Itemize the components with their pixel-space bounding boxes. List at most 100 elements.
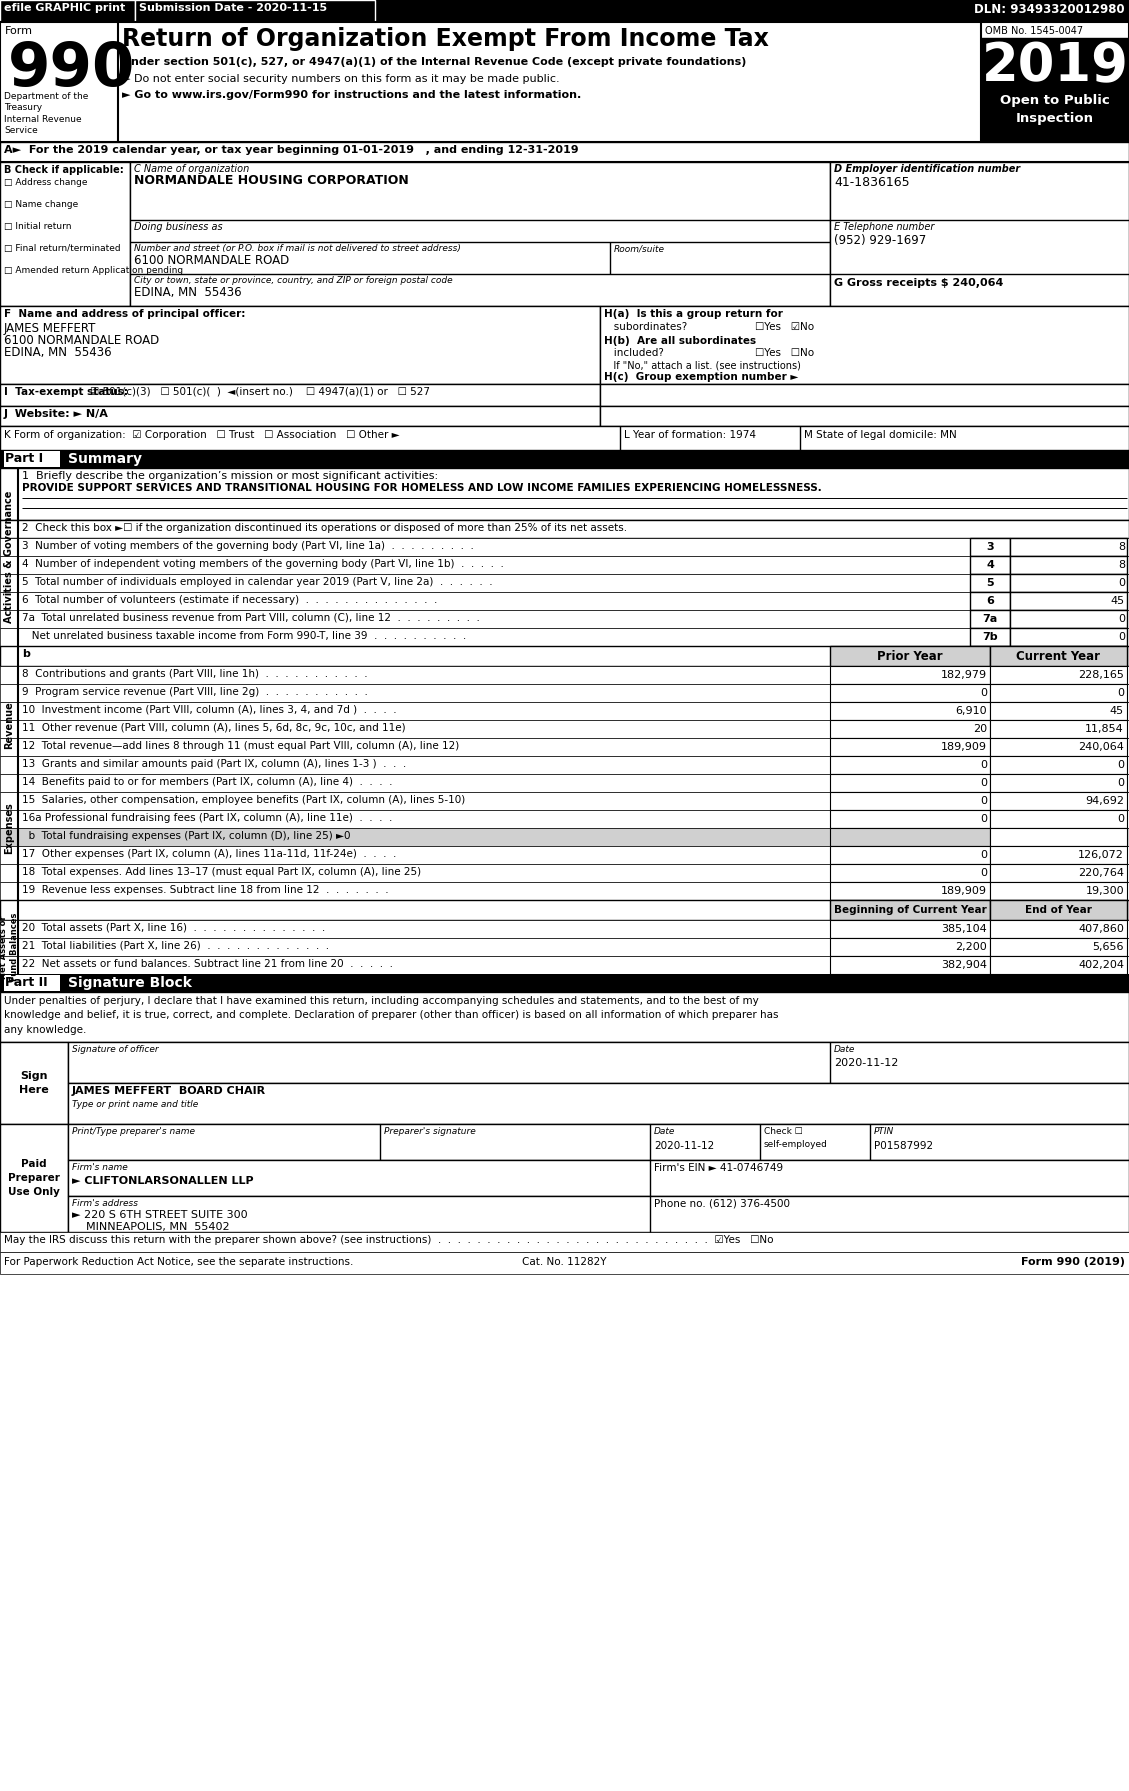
Bar	[0, 827, 1129, 845]
Bar	[0, 881, 1129, 901]
Text: Return of Organization Exempt From Income Tax: Return of Organization Exempt From Incom…	[122, 27, 769, 50]
Bar	[68, 1084, 1129, 1125]
Bar	[830, 863, 990, 881]
Bar	[0, 573, 1129, 593]
Text: 0: 0	[1118, 614, 1124, 623]
Text: B Check if applicable:: B Check if applicable:	[5, 165, 124, 176]
Text: City or town, state or province, country, and ZIP or foreign postal code: City or town, state or province, country…	[134, 276, 453, 285]
Text: Form 990 (2019): Form 990 (2019)	[1021, 1257, 1124, 1266]
Bar	[0, 921, 1129, 938]
Bar	[0, 519, 1129, 537]
Bar	[830, 738, 990, 756]
Text: 15  Salaries, other compensation, employee benefits (Part IX, column (A), lines : 15 Salaries, other compensation, employe…	[21, 795, 465, 804]
Text: Paid
Preparer
Use Only: Paid Preparer Use Only	[8, 1159, 60, 1196]
Text: ☐Yes   ☐No: ☐Yes ☐No	[755, 347, 814, 358]
Text: □ Address change: □ Address change	[5, 177, 88, 186]
Text: PROVIDE SUPPORT SERVICES AND TRANSITIONAL HOUSING FOR HOMELESS AND LOW INCOME FA: PROVIDE SUPPORT SERVICES AND TRANSITIONA…	[21, 484, 822, 493]
Text: 0: 0	[980, 813, 987, 824]
Bar	[599, 383, 1129, 407]
Text: 7a  Total unrelated business revenue from Part VIII, column (C), line 12  .  .  : 7a Total unrelated business revenue from…	[21, 613, 480, 623]
Text: Preparer's signature: Preparer's signature	[384, 1127, 475, 1135]
Bar	[830, 956, 990, 974]
Text: E Telephone number: E Telephone number	[834, 222, 935, 233]
Bar	[0, 555, 1129, 573]
Bar	[0, 21, 1129, 141]
Text: 385,104: 385,104	[942, 924, 987, 933]
Bar	[0, 684, 1129, 702]
Text: 2  Check this box ►☐ if the organization discontinued its operations or disposed: 2 Check this box ►☐ if the organization …	[21, 523, 627, 534]
Text: 402,204: 402,204	[1078, 960, 1124, 971]
Text: D Employer identification number: D Employer identification number	[834, 165, 1021, 174]
Text: Print/Type preparer's name: Print/Type preparer's name	[72, 1127, 195, 1135]
Text: 189,909: 189,909	[940, 741, 987, 752]
Text: 11  Other revenue (Part VIII, column (A), lines 5, 6d, 8c, 9c, 10c, and 11e): 11 Other revenue (Part VIII, column (A),…	[21, 724, 405, 733]
Text: 3: 3	[987, 543, 994, 552]
Bar	[1010, 629, 1127, 647]
Text: Activities & Governance: Activities & Governance	[5, 491, 14, 623]
Text: self-employed: self-employed	[764, 1141, 828, 1150]
Bar	[0, 306, 599, 383]
Text: Date: Date	[654, 1127, 675, 1135]
Text: 1  Briefly describe the organization’s mission or most significant activities:: 1 Briefly describe the organization’s mi…	[21, 471, 438, 482]
Bar	[0, 0, 1129, 21]
Text: 6: 6	[986, 596, 994, 605]
Text: 5: 5	[987, 578, 994, 587]
Text: 0: 0	[1118, 578, 1124, 587]
Bar	[0, 611, 1129, 629]
Text: PTIN: PTIN	[874, 1127, 894, 1135]
Text: ► CLIFTONLARSONALLEN LLP: ► CLIFTONLARSONALLEN LLP	[72, 1177, 254, 1186]
Text: 6100 NORMANDALE ROAD: 6100 NORMANDALE ROAD	[5, 333, 159, 347]
Text: 9  Program service revenue (Part VIII, line 2g)  .  .  .  .  .  .  .  .  .  .  .: 9 Program service revenue (Part VIII, li…	[21, 688, 368, 697]
Bar	[830, 845, 990, 863]
Bar	[830, 161, 1129, 306]
Bar	[68, 1161, 1129, 1196]
Text: Part II: Part II	[5, 976, 47, 989]
Text: Prior Year: Prior Year	[877, 650, 943, 663]
Bar	[0, 956, 1129, 974]
Text: Part I: Part I	[5, 451, 43, 466]
Text: A►  For the 2019 calendar year, or tax year beginning 01-01-2019   , and ending : A► For the 2019 calendar year, or tax ye…	[5, 145, 579, 156]
Text: Firm's EIN ► 41-0746749: Firm's EIN ► 41-0746749	[654, 1162, 784, 1173]
Text: efile GRAPHIC print: efile GRAPHIC print	[5, 4, 125, 13]
Text: M State of legal domicile: MN: M State of legal domicile: MN	[804, 430, 956, 441]
Bar	[599, 407, 1129, 426]
Text: Firm's name: Firm's name	[72, 1162, 128, 1171]
Bar	[1010, 611, 1127, 629]
Text: Phone no. (612) 376-4500: Phone no. (612) 376-4500	[654, 1198, 790, 1209]
Text: 7b: 7b	[982, 632, 998, 641]
Text: Current Year: Current Year	[1016, 650, 1100, 663]
Text: 2020-11-12: 2020-11-12	[834, 1058, 899, 1067]
Text: (952) 929-1697: (952) 929-1697	[834, 235, 926, 247]
Text: 0: 0	[980, 688, 987, 698]
Text: 4: 4	[986, 561, 994, 570]
Text: 240,064: 240,064	[1078, 741, 1124, 752]
Text: H(a)  Is this a group return for: H(a) Is this a group return for	[604, 310, 782, 319]
Text: 21  Total liabilities (Part X, line 26)  .  .  .  .  .  .  .  .  .  .  .  .  .: 21 Total liabilities (Part X, line 26) .…	[21, 940, 330, 951]
Bar	[830, 647, 990, 666]
Bar	[0, 629, 1129, 647]
Text: Net unrelated business taxable income from Form 990-T, line 39  .  .  .  .  .  .: Net unrelated business taxable income fr…	[21, 630, 466, 641]
Text: EDINA, MN  55436: EDINA, MN 55436	[134, 287, 242, 299]
Text: 0: 0	[980, 851, 987, 860]
Text: 5  Total number of individuals employed in calendar year 2019 (Part V, line 2a) : 5 Total number of individuals employed i…	[21, 577, 492, 587]
Bar	[981, 21, 1129, 141]
Bar	[0, 467, 1129, 519]
Text: Type or print name and title: Type or print name and title	[72, 1100, 199, 1109]
Bar	[830, 792, 990, 810]
Text: F  Name and address of principal officer:: F Name and address of principal officer:	[5, 310, 245, 319]
Text: ☑ 501(c)(3)   ☐ 501(c)(  )  ◄(insert no.)    ☐ 4947(a)(1) or   ☐ 527: ☑ 501(c)(3) ☐ 501(c)( ) ◄(insert no.) ☐ …	[90, 387, 430, 398]
Text: 17  Other expenses (Part IX, column (A), lines 11a-11d, 11f-24e)  .  .  .  .: 17 Other expenses (Part IX, column (A), …	[21, 849, 396, 860]
Bar	[1010, 537, 1127, 555]
Bar	[135, 0, 375, 21]
Bar	[1010, 593, 1127, 611]
Text: ☐Yes   ☑No: ☐Yes ☑No	[755, 322, 814, 331]
Bar	[990, 774, 1127, 792]
Text: Revenue: Revenue	[5, 700, 14, 749]
Text: Beginning of Current Year: Beginning of Current Year	[833, 904, 987, 915]
Text: 19,300: 19,300	[1085, 887, 1124, 896]
Text: 0: 0	[1118, 632, 1124, 641]
Bar	[990, 756, 1127, 774]
Bar	[830, 921, 990, 938]
Text: 0: 0	[1117, 759, 1124, 770]
Bar	[990, 901, 1127, 921]
